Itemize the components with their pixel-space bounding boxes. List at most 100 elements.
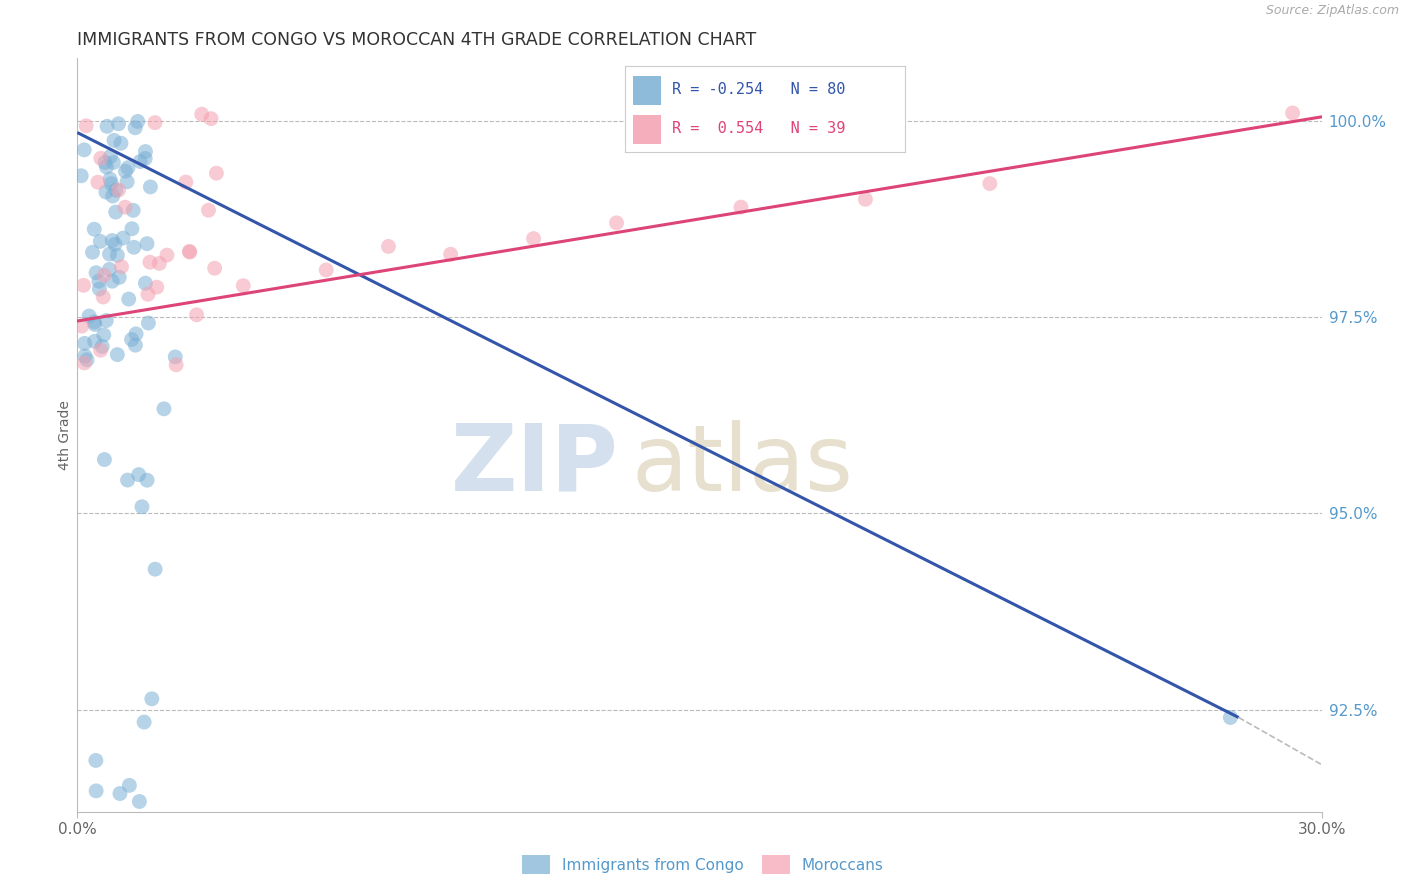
Point <box>139 180 162 194</box>
Point <box>118 292 141 306</box>
Point <box>124 338 146 352</box>
Point <box>128 467 150 482</box>
Point <box>87 175 110 189</box>
Point <box>73 143 96 157</box>
Point <box>127 114 149 128</box>
Point <box>156 248 179 262</box>
Point <box>101 234 124 248</box>
Text: Source: ZipAtlas.com: Source: ZipAtlas.com <box>1265 4 1399 18</box>
Point <box>204 261 226 276</box>
Point <box>124 120 146 135</box>
Point <box>75 119 97 133</box>
Point <box>96 160 118 174</box>
Point <box>73 356 96 370</box>
Point <box>232 278 254 293</box>
Point <box>138 316 160 330</box>
Point <box>107 117 129 131</box>
Point <box>523 231 546 245</box>
Point <box>129 154 152 169</box>
Point <box>186 308 208 322</box>
Point <box>91 290 114 304</box>
Point <box>153 401 176 416</box>
Point <box>143 562 166 576</box>
Point <box>121 333 143 347</box>
Point <box>87 274 110 288</box>
Point <box>134 145 156 159</box>
Point <box>83 334 105 349</box>
Point <box>105 348 128 362</box>
Point <box>148 256 170 270</box>
Point <box>122 240 145 254</box>
Point <box>141 691 163 706</box>
Point <box>377 239 399 253</box>
Point <box>72 278 94 293</box>
Point <box>134 152 156 166</box>
Point <box>115 175 138 189</box>
Point <box>93 268 115 283</box>
Point <box>136 236 159 251</box>
Point <box>606 216 628 230</box>
Point <box>91 339 114 353</box>
Point <box>98 172 121 186</box>
Point <box>77 309 100 323</box>
Point <box>98 149 121 163</box>
Point <box>104 205 127 219</box>
Point <box>114 200 136 214</box>
Point <box>89 282 111 296</box>
Point <box>70 319 93 334</box>
Point <box>110 260 132 274</box>
Point <box>197 203 219 218</box>
Point <box>440 247 463 261</box>
Text: ZIP: ZIP <box>451 420 619 510</box>
Point <box>84 266 107 280</box>
Point <box>94 185 117 199</box>
Point <box>165 350 187 364</box>
Point <box>107 183 129 197</box>
Point <box>98 247 121 261</box>
Point <box>84 784 107 798</box>
Point <box>136 473 159 487</box>
Point <box>121 221 143 235</box>
Legend: Immigrants from Congo, Moroccans: Immigrants from Congo, Moroccans <box>516 849 890 880</box>
Point <box>855 192 877 206</box>
Point <box>1219 710 1241 724</box>
Point <box>110 136 132 151</box>
Point <box>76 352 98 367</box>
Point <box>104 183 127 197</box>
Point <box>82 245 104 260</box>
Point <box>101 189 124 203</box>
Point <box>96 313 118 327</box>
Point <box>179 245 201 260</box>
Point <box>139 255 162 269</box>
Point <box>103 155 125 169</box>
Point <box>111 231 134 245</box>
Text: IMMIGRANTS FROM CONGO VS MOROCCAN 4TH GRADE CORRELATION CHART: IMMIGRANTS FROM CONGO VS MOROCCAN 4TH GR… <box>77 31 756 49</box>
Point <box>84 754 107 768</box>
Point <box>143 115 166 129</box>
Point <box>200 112 222 126</box>
Point <box>174 175 197 189</box>
Point <box>103 133 125 147</box>
Point <box>70 169 93 183</box>
Point <box>128 795 150 809</box>
Point <box>134 715 156 730</box>
Point <box>90 151 112 165</box>
Point <box>145 280 167 294</box>
Point <box>83 222 105 236</box>
Point <box>117 473 139 487</box>
Point <box>93 327 115 342</box>
Point <box>89 235 111 249</box>
Point <box>96 120 118 134</box>
Point <box>136 287 159 301</box>
Point <box>315 263 337 277</box>
Point <box>190 107 212 121</box>
Point <box>94 155 117 169</box>
Point <box>118 778 141 792</box>
Point <box>83 318 105 332</box>
Point <box>205 166 228 180</box>
Point <box>104 237 127 252</box>
Point <box>114 164 136 178</box>
Point <box>93 452 115 467</box>
Point <box>98 262 121 277</box>
Point <box>100 177 122 191</box>
